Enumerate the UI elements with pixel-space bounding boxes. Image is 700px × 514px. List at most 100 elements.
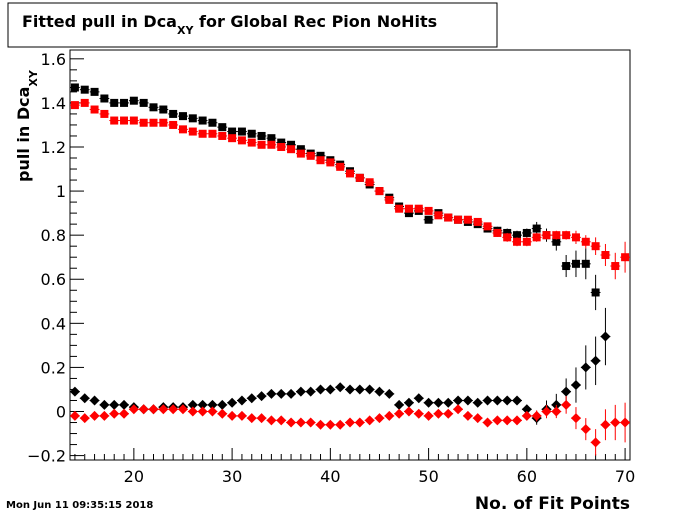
data-point [513, 237, 522, 246]
data-point [159, 105, 168, 114]
data-point [325, 419, 336, 430]
data-point [336, 162, 345, 171]
data-point [207, 399, 218, 410]
data-point [139, 98, 148, 107]
data-point [335, 382, 346, 393]
data-point [208, 118, 217, 127]
data-point [267, 140, 276, 149]
data-point [90, 105, 99, 114]
data-point [512, 395, 523, 406]
data-point [315, 384, 326, 395]
data-point [208, 129, 217, 138]
data-point [335, 419, 346, 430]
data-point [287, 145, 296, 154]
data-point [79, 413, 90, 424]
data-point [256, 391, 267, 402]
series-1 [70, 98, 630, 280]
data-point [413, 408, 424, 419]
chart-title-main: Fitted pull in Dca [22, 12, 177, 31]
y-tick-label: 1.2 [41, 138, 66, 157]
data-point [149, 118, 158, 127]
data-point [169, 109, 178, 118]
data-point [522, 228, 531, 237]
data-point [70, 101, 79, 110]
data-point [277, 138, 286, 147]
data-point [385, 195, 394, 204]
data-point [177, 404, 188, 415]
data-point [218, 131, 227, 140]
data-point [169, 120, 178, 129]
data-point [384, 388, 395, 399]
data-point [394, 399, 405, 410]
data-point [69, 410, 80, 421]
data-point [70, 83, 79, 92]
data-point [227, 397, 238, 408]
y-tick-label: −0.2 [27, 447, 66, 466]
data-point [227, 410, 238, 421]
data-point [552, 237, 561, 246]
data-point [305, 386, 316, 397]
data-point [433, 397, 444, 408]
data-point [218, 123, 227, 132]
data-point [482, 395, 493, 406]
data-point [443, 397, 454, 408]
data-point [600, 419, 611, 430]
data-point [374, 386, 385, 397]
data-point [413, 393, 424, 404]
data-point [100, 94, 109, 103]
y-tick-label: 1.4 [41, 94, 66, 113]
data-point [562, 262, 571, 271]
data-point [266, 388, 277, 399]
data-point [433, 408, 444, 419]
y-axis-label-main: pull in Dca [14, 87, 33, 182]
data-point [453, 395, 464, 406]
data-point [473, 217, 482, 226]
data-point [120, 98, 129, 107]
data-point [295, 386, 306, 397]
data-point [316, 151, 325, 160]
data-point [493, 228, 502, 237]
data-point [354, 384, 365, 395]
data-point [600, 331, 611, 342]
data-point [246, 393, 257, 404]
y-axis-label: pull in DcaXY [14, 69, 40, 182]
data-point [217, 408, 228, 419]
data-point [571, 233, 580, 242]
data-point [482, 417, 493, 428]
data-point [591, 288, 600, 297]
data-point [109, 408, 120, 419]
title-frame [7, 2, 498, 48]
data-point [423, 410, 434, 421]
data-point [80, 98, 89, 107]
data-point [138, 404, 149, 415]
data-point [551, 406, 562, 417]
data-point [69, 386, 80, 397]
y-tick-label: 0.2 [41, 358, 66, 377]
x-axis-label: No. of Fit Points [475, 494, 630, 514]
title-box: Fitted pull in DcaXY for Global Rec Pion… [7, 2, 498, 48]
data-point [256, 413, 267, 424]
data-point [542, 231, 551, 240]
data-point [355, 173, 364, 182]
data-point [187, 406, 198, 417]
data-point [90, 87, 99, 96]
data-point [188, 114, 197, 123]
data-point [571, 259, 580, 268]
data-point [502, 415, 513, 426]
data-point [148, 404, 159, 415]
data-point [109, 399, 120, 410]
data-point [424, 206, 433, 215]
data-point [197, 399, 208, 410]
data-point [443, 408, 454, 419]
data-point [188, 127, 197, 136]
data-point [462, 395, 473, 406]
data-point [621, 253, 630, 262]
data-point [570, 380, 581, 391]
data-point [197, 406, 208, 417]
data-point [611, 262, 620, 271]
data-point [257, 131, 266, 140]
data-point [168, 404, 179, 415]
data-point [129, 116, 138, 125]
